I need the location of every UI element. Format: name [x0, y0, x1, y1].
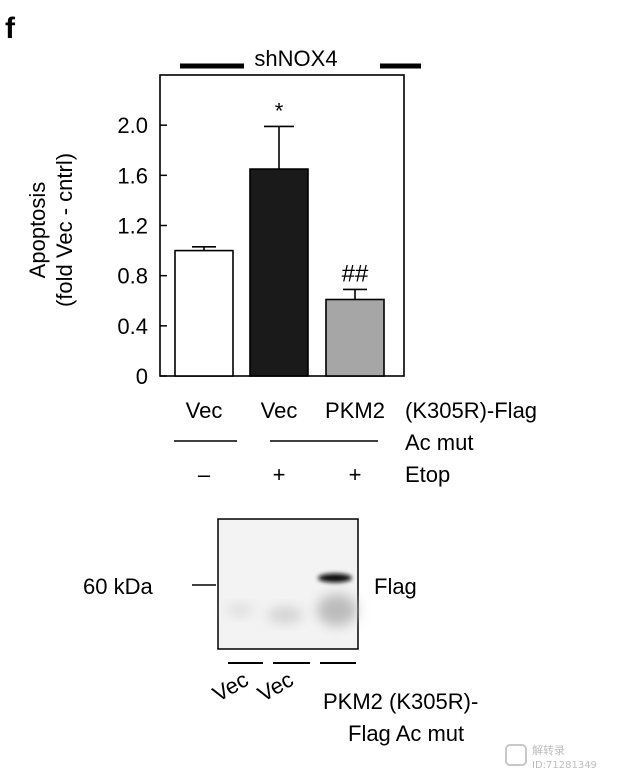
watermark-line2: ID:71281349	[532, 760, 597, 771]
bar-series: * ##	[174, 98, 385, 377]
bar	[174, 249, 234, 377]
flag-band	[318, 573, 352, 583]
category-label: PKM2	[325, 398, 385, 423]
category-label: Vec	[261, 398, 298, 423]
lane-label-vec-1: Vec	[208, 667, 252, 707]
watermark-logo	[505, 744, 527, 766]
treatment-label: Etop	[405, 462, 450, 487]
y-tick-label: 0.8	[117, 264, 148, 289]
y-tick-label: 2.0	[117, 113, 148, 138]
lane-label-pkm2-line2: Flag Ac mut	[348, 721, 464, 746]
blot-smear	[317, 594, 357, 626]
bar	[325, 298, 385, 377]
western-blot	[217, 518, 359, 650]
y-axis-title: Apoptosis (fold Vec - cntrl)	[25, 153, 77, 307]
y-axis: 0 0.4 0.8 1.2 1.6 2.0	[117, 113, 167, 389]
mw-marker-label: 60 kDa	[83, 574, 153, 599]
treatment-sign: +	[349, 462, 362, 487]
y-tick-label: 0	[136, 364, 148, 389]
blot-smear	[267, 607, 303, 623]
group-label: shNOX4	[254, 46, 337, 71]
blot-smear	[226, 604, 254, 616]
y-tick-label: 0.4	[117, 314, 148, 339]
category-suffix-2: Ac mut	[405, 430, 473, 455]
y-axis-title-line2: (fold Vec - cntrl)	[52, 153, 77, 307]
category-suffix: (K305R)-Flag	[405, 398, 537, 423]
category-label: Vec	[186, 398, 223, 423]
y-tick-label: 1.2	[117, 214, 148, 239]
watermark-line1: 解转录	[532, 743, 565, 757]
y-axis-title-line1: Apoptosis	[25, 182, 50, 279]
lane-label-vec-2: Vec	[253, 667, 297, 707]
treatment-sign: –	[198, 462, 211, 487]
lane-label-pkm2-line1: PKM2 (K305R)-	[323, 689, 478, 714]
bar	[249, 168, 309, 377]
significance-annotation: *	[275, 98, 284, 123]
band-label: Flag	[374, 574, 417, 599]
panel-label: f	[5, 12, 16, 45]
y-tick-label: 1.6	[117, 163, 148, 188]
blot-membrane	[217, 518, 359, 650]
watermark: 解转录 ID:71281349	[505, 743, 597, 771]
significance-annotation: ##	[342, 260, 369, 287]
treatment-sign: +	[273, 462, 286, 487]
